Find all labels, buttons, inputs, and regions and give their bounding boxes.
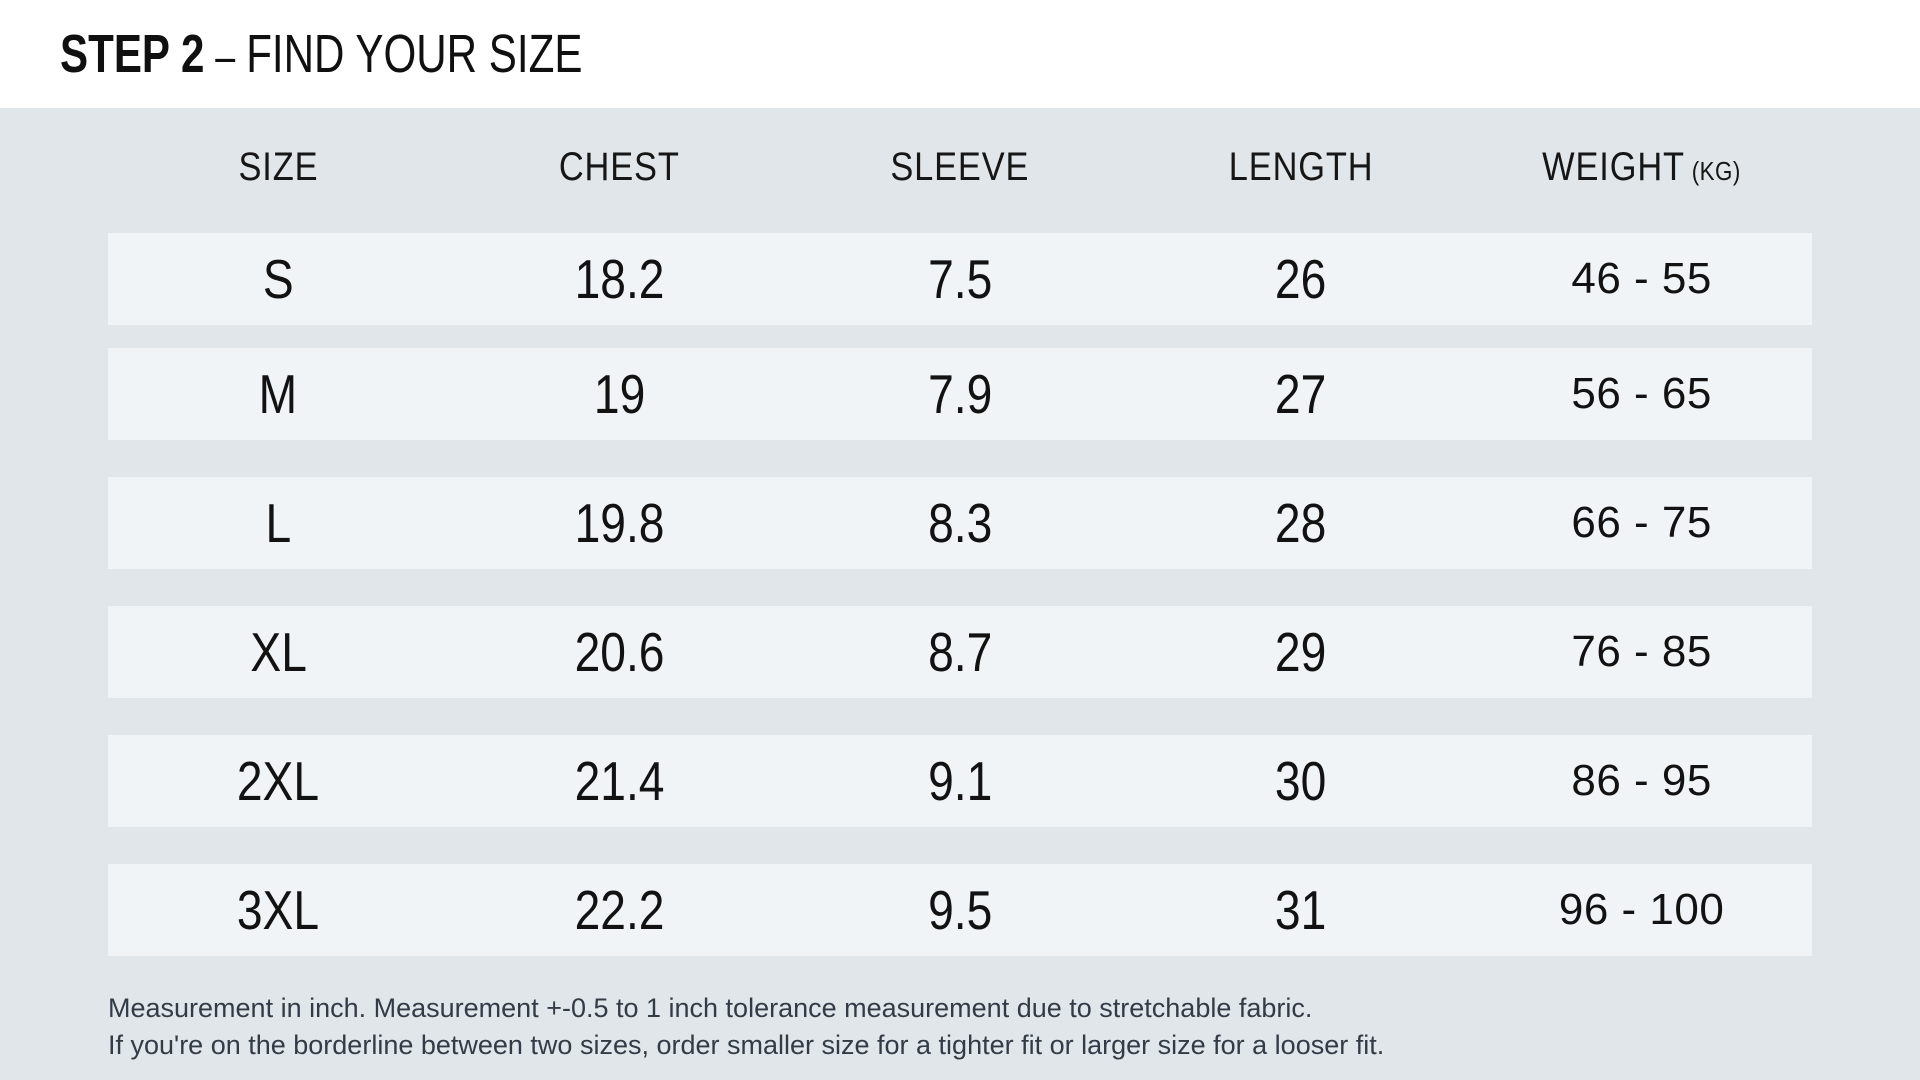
chest-value: 18.2 [574, 248, 665, 310]
table-header-row: SIZE CHEST SLEEVE LENGTH WEIGHT (KG) [108, 136, 1812, 198]
sleeve-cell: 8.7 [790, 620, 1131, 684]
column-header-chest: CHEST [449, 145, 790, 190]
column-header-sleeve: SLEEVE [790, 145, 1131, 190]
chest-value: 20.6 [574, 621, 665, 683]
weight-cell: 56 - 65 [1471, 369, 1812, 419]
length-cell: 26 [1130, 247, 1471, 311]
sleeve-cell: 7.5 [790, 247, 1131, 311]
chest-cell: 22.2 [449, 878, 790, 942]
size-value: L [265, 492, 292, 554]
column-header-size-label: SIZE [238, 144, 319, 189]
sleeve-value: 7.9 [927, 363, 993, 425]
weight-cell: 66 - 75 [1471, 498, 1812, 548]
chest-value: 22.2 [574, 879, 665, 941]
column-header-length-label: LENGTH [1228, 144, 1374, 189]
size-cell: 3XL [108, 878, 449, 942]
sleeve-value: 9.5 [927, 879, 993, 941]
sleeve-value: 9.1 [927, 750, 993, 812]
table-row: 3XL 22.2 9.5 31 96 - 100 [108, 864, 1812, 956]
weight-cell: 86 - 95 [1471, 756, 1812, 806]
weight-value: 86 - 95 [1571, 756, 1712, 805]
chest-cell: 20.6 [449, 620, 790, 684]
chest-cell: 19 [449, 362, 790, 426]
length-value: 28 [1275, 492, 1327, 554]
weight-value: 96 - 100 [1558, 885, 1725, 934]
column-header-chest-label: CHEST [558, 144, 680, 189]
sleeve-value: 8.7 [927, 621, 993, 683]
sleeve-value: 8.3 [927, 492, 993, 554]
table-row: XL 20.6 8.7 29 76 - 85 [108, 606, 1812, 698]
length-value: 26 [1275, 248, 1327, 310]
length-value: 27 [1275, 363, 1327, 425]
length-cell: 27 [1130, 362, 1471, 426]
column-header-weight-group: WEIGHT (KG) [1542, 145, 1741, 190]
step-label: STEP 2 [60, 24, 205, 84]
chest-value: 19.8 [574, 492, 665, 554]
title-separator: – [215, 30, 236, 82]
size-value: XL [250, 621, 307, 683]
table-body: S 18.2 7.5 26 46 - 55 M 19 7.9 27 56 - 6… [108, 233, 1812, 956]
note-line-1: Measurement in inch. Measurement +-0.5 t… [108, 993, 1313, 1023]
weight-cell: 76 - 85 [1471, 627, 1812, 677]
chest-cell: 21.4 [449, 749, 790, 813]
weight-cell: 46 - 55 [1471, 254, 1812, 304]
size-cell: XL [108, 620, 449, 684]
title-text: FIND YOUR SIZE [246, 24, 583, 84]
length-cell: 30 [1130, 749, 1471, 813]
chest-value: 19 [593, 363, 645, 425]
column-header-length: LENGTH [1130, 145, 1471, 190]
size-cell: L [108, 491, 449, 555]
column-header-weight-unit: (KG) [1691, 155, 1741, 186]
chest-value: 21.4 [574, 750, 665, 812]
weight-cell: 96 - 100 [1471, 885, 1812, 935]
sleeve-cell: 7.9 [790, 362, 1131, 426]
column-header-weight-label: WEIGHT [1542, 144, 1686, 189]
length-cell: 28 [1130, 491, 1471, 555]
step-header: STEP 2– FIND YOUR SIZE [0, 0, 1920, 108]
page-title: STEP 2– FIND YOUR SIZE [60, 23, 582, 85]
size-chart: SIZE CHEST SLEEVE LENGTH WEIGHT (KG) S 18… [0, 136, 1920, 1064]
column-header-size: SIZE [108, 145, 449, 190]
weight-value: 66 - 75 [1571, 498, 1712, 547]
length-cell: 29 [1130, 620, 1471, 684]
table-row: M 19 7.9 27 56 - 65 [108, 348, 1812, 440]
size-value: M [259, 363, 298, 425]
size-value: 2XL [237, 750, 320, 812]
sleeve-cell: 9.1 [790, 749, 1131, 813]
sleeve-cell: 9.5 [790, 878, 1131, 942]
chest-cell: 18.2 [449, 247, 790, 311]
sleeve-value: 7.5 [927, 248, 993, 310]
size-cell: M [108, 362, 449, 426]
length-value: 31 [1275, 879, 1327, 941]
note-line-2: If you're on the borderline between two … [108, 1030, 1385, 1060]
column-header-sleeve-label: SLEEVE [890, 144, 1030, 189]
weight-value: 46 - 55 [1571, 254, 1712, 303]
length-cell: 31 [1130, 878, 1471, 942]
table-row: 2XL 21.4 9.1 30 86 - 95 [108, 735, 1812, 827]
measurement-notes: Measurement in inch. Measurement +-0.5 t… [108, 990, 1812, 1064]
size-cell: S [108, 247, 449, 311]
length-value: 29 [1275, 621, 1327, 683]
weight-value: 56 - 65 [1571, 369, 1712, 418]
weight-value: 76 - 85 [1571, 627, 1712, 676]
size-cell: 2XL [108, 749, 449, 813]
sleeve-cell: 8.3 [790, 491, 1131, 555]
size-value: S [262, 248, 294, 310]
table-row: S 18.2 7.5 26 46 - 55 [108, 233, 1812, 325]
chest-cell: 19.8 [449, 491, 790, 555]
column-header-weight: WEIGHT (KG) [1471, 145, 1812, 190]
table-row: L 19.8 8.3 28 66 - 75 [108, 477, 1812, 569]
size-value: 3XL [237, 879, 320, 941]
length-value: 30 [1275, 750, 1327, 812]
